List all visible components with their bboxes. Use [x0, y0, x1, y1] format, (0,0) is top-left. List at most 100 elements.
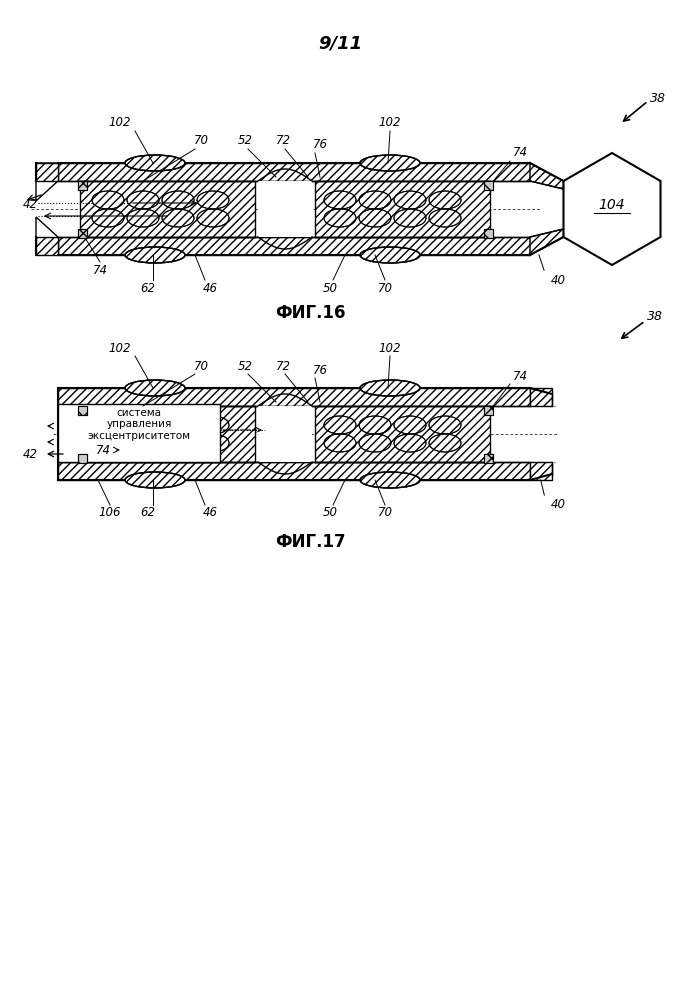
Bar	[530, 388, 552, 406]
Bar	[78, 229, 87, 238]
Bar	[58, 163, 530, 181]
Text: 70: 70	[377, 282, 393, 295]
Bar	[78, 229, 87, 238]
Ellipse shape	[360, 247, 420, 263]
Ellipse shape	[162, 434, 194, 452]
Text: 74: 74	[512, 147, 528, 160]
Text: 74: 74	[92, 264, 108, 277]
Text: 46: 46	[202, 506, 218, 519]
Text: 52: 52	[237, 360, 253, 373]
Ellipse shape	[394, 416, 426, 434]
Text: 40: 40	[550, 274, 566, 287]
Ellipse shape	[125, 472, 185, 488]
Ellipse shape	[197, 434, 229, 452]
Bar	[258, 181, 312, 237]
Ellipse shape	[359, 191, 391, 209]
Ellipse shape	[125, 247, 185, 263]
Ellipse shape	[429, 416, 461, 434]
Text: 102: 102	[379, 117, 401, 130]
Ellipse shape	[324, 434, 356, 452]
Text: 62: 62	[141, 282, 155, 295]
Polygon shape	[564, 153, 661, 265]
Text: 46: 46	[202, 282, 218, 295]
Ellipse shape	[324, 416, 356, 434]
Text: 50: 50	[323, 282, 337, 295]
Bar	[78, 406, 87, 415]
Ellipse shape	[197, 191, 229, 209]
Bar	[484, 406, 493, 415]
Ellipse shape	[162, 209, 194, 227]
Bar	[58, 388, 530, 406]
Text: 102: 102	[108, 342, 132, 355]
Bar	[484, 406, 493, 415]
Bar	[484, 454, 493, 463]
Ellipse shape	[360, 472, 420, 488]
Text: ФИГ.16: ФИГ.16	[274, 304, 345, 322]
Text: 9/11: 9/11	[318, 35, 362, 53]
Bar	[315, 406, 490, 462]
Ellipse shape	[359, 416, 391, 434]
Ellipse shape	[359, 434, 391, 452]
Bar	[484, 181, 493, 190]
Text: 104: 104	[598, 198, 625, 212]
Ellipse shape	[127, 416, 159, 434]
Text: 42: 42	[22, 448, 38, 461]
Bar	[484, 229, 493, 238]
Ellipse shape	[394, 191, 426, 209]
Ellipse shape	[92, 434, 124, 452]
Text: 38: 38	[647, 311, 663, 324]
Ellipse shape	[324, 209, 356, 227]
Text: 50: 50	[323, 506, 337, 519]
Ellipse shape	[125, 155, 185, 171]
Ellipse shape	[127, 191, 159, 209]
Ellipse shape	[429, 434, 461, 452]
Bar	[58, 462, 530, 480]
Bar	[258, 406, 312, 462]
Text: 70: 70	[193, 360, 209, 373]
Bar	[78, 454, 87, 463]
Text: 52: 52	[237, 135, 253, 148]
Text: ФИГ.17: ФИГ.17	[274, 533, 345, 551]
Text: 70: 70	[193, 135, 209, 148]
Text: 42: 42	[22, 198, 38, 211]
Polygon shape	[530, 163, 564, 189]
Text: система
управления
эксцентриситетом: система управления эксцентриситетом	[88, 408, 190, 441]
Ellipse shape	[125, 380, 185, 396]
Text: 62: 62	[141, 506, 155, 519]
Ellipse shape	[394, 209, 426, 227]
Bar	[78, 406, 87, 415]
Ellipse shape	[197, 209, 229, 227]
Ellipse shape	[127, 434, 159, 452]
Polygon shape	[36, 163, 58, 201]
Text: 74: 74	[512, 370, 528, 383]
Ellipse shape	[394, 434, 426, 452]
Text: 72: 72	[276, 135, 290, 148]
Text: 38: 38	[650, 93, 666, 106]
Bar	[36, 163, 58, 181]
Ellipse shape	[92, 416, 124, 434]
Ellipse shape	[92, 209, 124, 227]
Ellipse shape	[162, 416, 194, 434]
Text: 40: 40	[550, 499, 566, 511]
Text: 74: 74	[96, 444, 111, 457]
Ellipse shape	[127, 209, 159, 227]
Ellipse shape	[324, 191, 356, 209]
Bar	[484, 454, 493, 463]
Text: 76: 76	[312, 364, 328, 377]
Polygon shape	[36, 217, 58, 255]
Bar	[58, 237, 530, 255]
Bar	[315, 181, 490, 237]
Bar	[80, 181, 255, 237]
Bar	[530, 462, 552, 480]
Ellipse shape	[360, 155, 420, 171]
Ellipse shape	[429, 191, 461, 209]
Ellipse shape	[359, 209, 391, 227]
Text: 76: 76	[312, 139, 328, 152]
Ellipse shape	[197, 416, 229, 434]
Bar	[78, 454, 87, 463]
Text: 102: 102	[108, 117, 132, 130]
Bar	[78, 181, 87, 190]
Ellipse shape	[360, 380, 420, 396]
Ellipse shape	[429, 209, 461, 227]
Bar	[78, 181, 87, 190]
